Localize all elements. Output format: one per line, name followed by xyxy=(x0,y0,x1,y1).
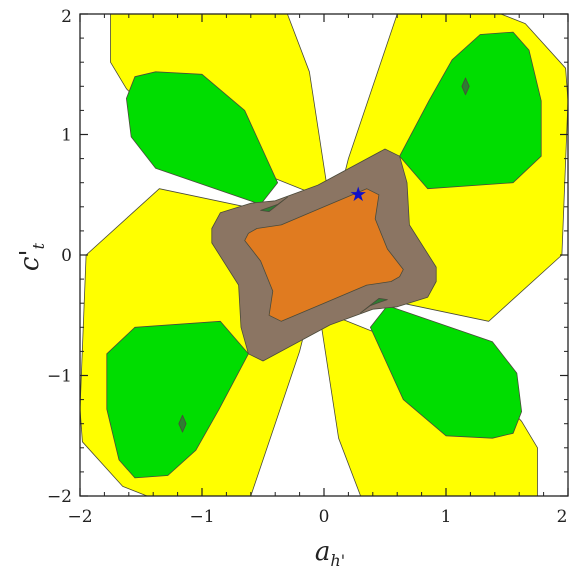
x-axis-label: ah' xyxy=(315,537,345,570)
y-axis-label-subscript: t xyxy=(29,242,48,249)
contour-regions xyxy=(80,14,568,496)
x-axis-label-subscript: h' xyxy=(330,551,345,570)
x-tick-label: 0 xyxy=(319,507,330,527)
x-tick-label: −2 xyxy=(67,507,92,527)
region-green-bottom-left xyxy=(106,320,249,479)
region-dark_green-top-left-patch xyxy=(260,196,288,213)
y-tick-label: 0 xyxy=(61,246,72,266)
region-dark_green-top-right-dot xyxy=(461,77,470,96)
region-green-top-left xyxy=(126,71,279,205)
x-tick-label: −1 xyxy=(189,507,214,527)
axis-tick-labels: −2−2 −1 −1 0 0 1 1 2 2 xyxy=(47,7,567,527)
y-tick-label: −1 xyxy=(47,367,72,387)
region-green-top-right xyxy=(399,31,542,190)
y-tick-label: 1 xyxy=(61,126,72,146)
axis-ticks xyxy=(79,13,569,497)
region-green-bottom-right xyxy=(369,305,522,439)
x-tick-label: 2 xyxy=(557,507,568,527)
best-fit-star-marker: ★ xyxy=(349,184,367,206)
region-dark_green-bottom-right-patch xyxy=(360,297,388,314)
x-tick-label: 1 xyxy=(441,507,452,527)
marker-layer: ★ xyxy=(349,184,367,206)
y-tick-label: 2 xyxy=(61,7,72,27)
y-axis-label: c't xyxy=(15,242,48,271)
region-dark_green-bottom-left-dot xyxy=(178,414,187,433)
x-axis-label-main: a xyxy=(315,537,331,567)
y-axis-label-main: c' xyxy=(15,249,45,271)
y-tick-label: −2 xyxy=(47,487,72,507)
region-orange-center-inner xyxy=(244,188,404,322)
